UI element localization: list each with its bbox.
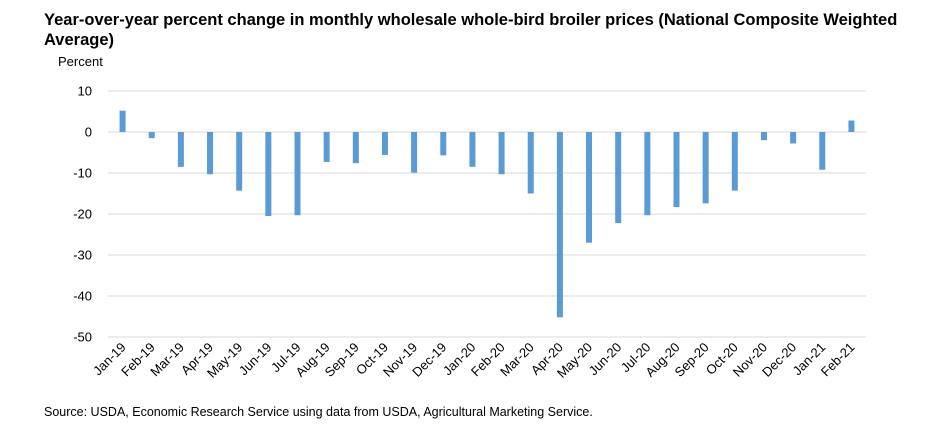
bar-Jan-19 bbox=[119, 110, 126, 132]
bar-Nov-19 bbox=[411, 132, 418, 173]
x-tick-label: Mar-19 bbox=[147, 340, 187, 380]
x-axis-ticks: Jan-19Feb-19Mar-19Apr-19May-19Jun-19Jul-… bbox=[90, 340, 858, 381]
y-tick-label: 10 bbox=[78, 84, 92, 99]
bar-May-20 bbox=[586, 132, 593, 243]
bar-Sep-20 bbox=[702, 132, 709, 204]
bar-Aug-20 bbox=[673, 132, 680, 208]
y-tick-label: -50 bbox=[73, 330, 92, 345]
bar-Jan-20 bbox=[469, 132, 476, 167]
x-tick-label: Mar-20 bbox=[497, 340, 537, 380]
bar-Oct-20 bbox=[731, 132, 738, 191]
bar-Feb-20 bbox=[498, 132, 505, 175]
bar-Jul-19 bbox=[294, 132, 301, 216]
bar-Nov-20 bbox=[760, 132, 767, 141]
x-tick-label: Jun-20 bbox=[586, 340, 625, 379]
bar-Jun-20 bbox=[615, 132, 622, 224]
bar-Dec-20 bbox=[790, 132, 797, 144]
bar-Apr-20 bbox=[556, 132, 563, 318]
bar-Mar-20 bbox=[527, 132, 534, 194]
bar-Oct-19 bbox=[381, 132, 388, 155]
bars bbox=[119, 110, 855, 318]
y-tick-label: -40 bbox=[73, 289, 92, 304]
chart-title: Year-over-year percent change in monthly… bbox=[44, 11, 898, 49]
y-axis-label: Percent bbox=[58, 54, 103, 69]
y-tick-label: -30 bbox=[73, 248, 92, 263]
gridlines bbox=[108, 90, 866, 338]
y-axis-ticks: 10 0 -10 -20 -30 -40 -50 bbox=[73, 84, 92, 345]
source-note: Source: USDA, Economic Research Service … bbox=[44, 405, 593, 419]
y-tick-label: -10 bbox=[73, 166, 92, 181]
bar-May-19 bbox=[236, 132, 243, 191]
bar-Feb-19 bbox=[148, 132, 155, 139]
bar-Jul-20 bbox=[644, 132, 651, 216]
bar-Apr-19 bbox=[207, 132, 214, 175]
bar-Dec-19 bbox=[440, 132, 447, 156]
y-tick-label: -20 bbox=[73, 207, 92, 222]
x-tick-label: Feb-21 bbox=[818, 340, 858, 380]
bar-Feb-21 bbox=[848, 120, 855, 132]
x-tick-label: Jun-19 bbox=[236, 340, 275, 379]
y-tick-label: 0 bbox=[85, 125, 92, 140]
bar-Aug-19 bbox=[323, 132, 330, 162]
bar-Jun-19 bbox=[265, 132, 272, 217]
bar-Sep-19 bbox=[352, 132, 359, 164]
bar-Mar-19 bbox=[177, 132, 184, 167]
bar-Jan-21 bbox=[819, 132, 826, 170]
